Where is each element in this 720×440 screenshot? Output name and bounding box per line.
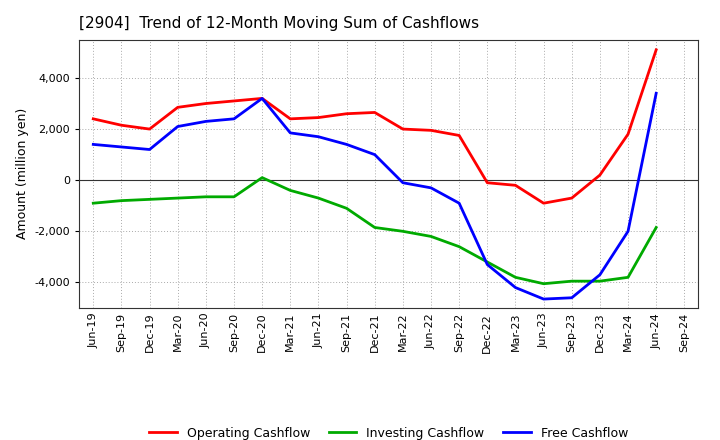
- Y-axis label: Amount (million yen): Amount (million yen): [16, 108, 29, 239]
- Investing Cashflow: [399, 229, 408, 234]
- Investing Cashflow: [483, 259, 492, 264]
- Investing Cashflow: [314, 195, 323, 201]
- Investing Cashflow: [258, 175, 266, 180]
- Free Cashflow: [595, 272, 604, 277]
- Investing Cashflow: [370, 225, 379, 230]
- Operating Cashflow: [258, 96, 266, 101]
- Investing Cashflow: [511, 275, 520, 280]
- Line: Free Cashflow: Free Cashflow: [94, 93, 656, 299]
- Free Cashflow: [89, 142, 98, 147]
- Investing Cashflow: [117, 198, 126, 203]
- Operating Cashflow: [595, 172, 604, 178]
- Operating Cashflow: [370, 110, 379, 115]
- Free Cashflow: [230, 116, 238, 121]
- Operating Cashflow: [427, 128, 436, 133]
- Free Cashflow: [258, 96, 266, 101]
- Free Cashflow: [455, 201, 464, 206]
- Free Cashflow: [511, 285, 520, 290]
- Free Cashflow: [174, 124, 182, 129]
- Operating Cashflow: [539, 201, 548, 206]
- Investing Cashflow: [624, 275, 632, 280]
- Investing Cashflow: [567, 279, 576, 284]
- Free Cashflow: [624, 229, 632, 234]
- Investing Cashflow: [539, 281, 548, 286]
- Operating Cashflow: [567, 195, 576, 201]
- Operating Cashflow: [624, 132, 632, 137]
- Investing Cashflow: [595, 279, 604, 284]
- Legend: Operating Cashflow, Investing Cashflow, Free Cashflow: Operating Cashflow, Investing Cashflow, …: [149, 427, 629, 440]
- Investing Cashflow: [652, 225, 660, 230]
- Free Cashflow: [539, 297, 548, 302]
- Operating Cashflow: [483, 180, 492, 185]
- Free Cashflow: [483, 262, 492, 267]
- Free Cashflow: [145, 147, 154, 152]
- Investing Cashflow: [89, 201, 98, 206]
- Free Cashflow: [567, 295, 576, 301]
- Operating Cashflow: [286, 116, 294, 121]
- Investing Cashflow: [174, 195, 182, 201]
- Investing Cashflow: [202, 194, 210, 199]
- Free Cashflow: [286, 130, 294, 136]
- Investing Cashflow: [455, 244, 464, 249]
- Operating Cashflow: [455, 133, 464, 138]
- Investing Cashflow: [230, 194, 238, 199]
- Operating Cashflow: [89, 116, 98, 121]
- Operating Cashflow: [174, 105, 182, 110]
- Operating Cashflow: [511, 183, 520, 188]
- Investing Cashflow: [286, 188, 294, 193]
- Free Cashflow: [117, 144, 126, 150]
- Investing Cashflow: [145, 197, 154, 202]
- Operating Cashflow: [652, 47, 660, 52]
- Free Cashflow: [399, 180, 408, 185]
- Free Cashflow: [427, 185, 436, 191]
- Operating Cashflow: [117, 123, 126, 128]
- Line: Investing Cashflow: Investing Cashflow: [94, 178, 656, 284]
- Free Cashflow: [342, 142, 351, 147]
- Text: [2904]  Trend of 12-Month Moving Sum of Cashflows: [2904] Trend of 12-Month Moving Sum of C…: [79, 16, 480, 32]
- Operating Cashflow: [399, 126, 408, 132]
- Operating Cashflow: [145, 126, 154, 132]
- Free Cashflow: [314, 134, 323, 139]
- Operating Cashflow: [202, 101, 210, 106]
- Free Cashflow: [652, 91, 660, 96]
- Line: Operating Cashflow: Operating Cashflow: [94, 50, 656, 203]
- Operating Cashflow: [342, 111, 351, 116]
- Free Cashflow: [202, 119, 210, 124]
- Operating Cashflow: [314, 115, 323, 120]
- Investing Cashflow: [342, 205, 351, 211]
- Operating Cashflow: [230, 98, 238, 103]
- Free Cashflow: [370, 152, 379, 157]
- Investing Cashflow: [427, 234, 436, 239]
